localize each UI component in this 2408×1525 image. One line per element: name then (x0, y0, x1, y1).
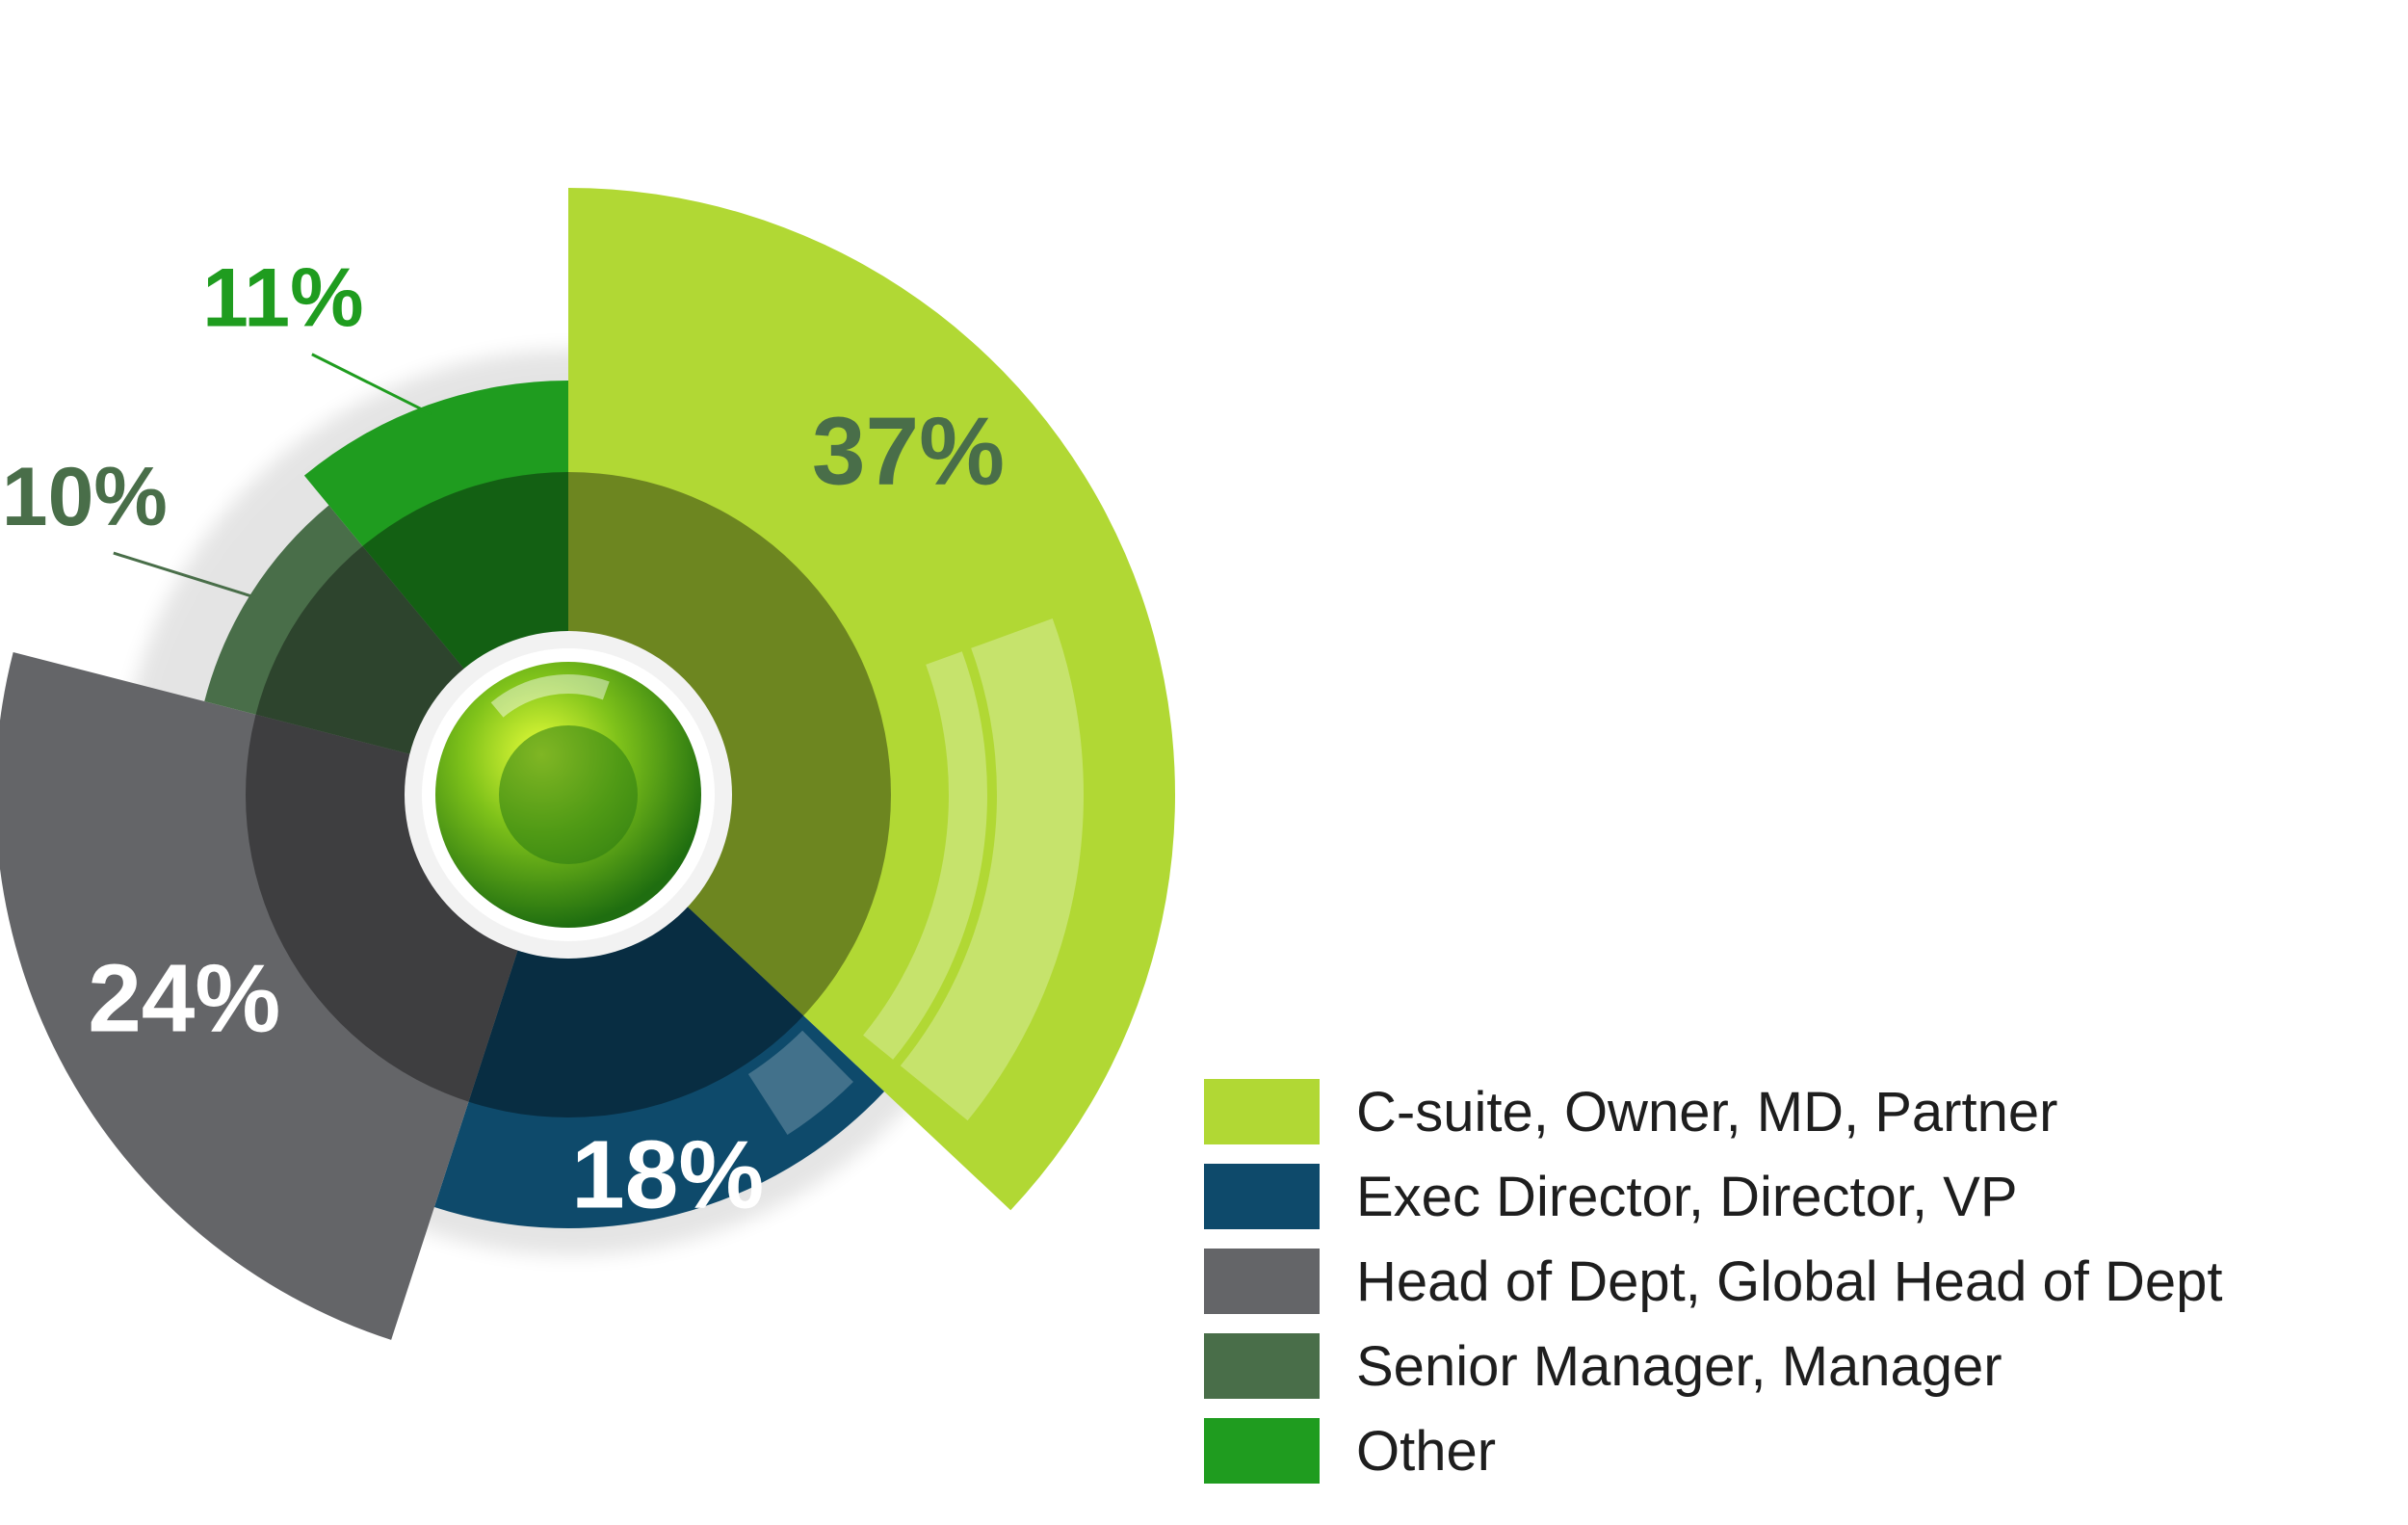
label-other: 11% (202, 251, 363, 344)
decorative-arc (863, 651, 987, 1060)
label-exec-director: 18% (571, 1120, 764, 1228)
label-head-of-dept: 24% (88, 945, 280, 1053)
legend-label: C-suite, Owner, MD, Partner (1356, 1080, 2058, 1144)
legend: C-suite, Owner, MD, Partner Exec Directo… (1204, 1069, 2398, 1493)
legend-label: Exec Director, Director, VP (1356, 1165, 2018, 1228)
legend-swatch (1204, 1418, 1320, 1484)
label-c-suite: 37% (812, 398, 1005, 506)
hub-highlight (490, 674, 610, 718)
legend-label: Senior Manager, Manager (1356, 1334, 2002, 1398)
radial-pie-chart: 37% 18% 24% 10% 11% (0, 188, 1175, 1340)
legend-item-head-of-dept: Head of Dept, Global Head of Dept (1204, 1239, 2398, 1324)
legend-swatch (1204, 1079, 1320, 1144)
legend-item-senior-manager: Senior Manager, Manager (1204, 1324, 2398, 1408)
legend-item-exec-director: Exec Director, Director, VP (1204, 1154, 2398, 1239)
legend-swatch (1204, 1333, 1320, 1399)
legend-label: Head of Dept, Global Head of Dept (1356, 1249, 2223, 1313)
legend-swatch (1204, 1164, 1320, 1229)
slice-c-suite (568, 188, 1175, 1211)
decorative-arc (900, 618, 1084, 1121)
legend-item-other: Other (1204, 1408, 2398, 1493)
label-senior-manager: 10% (2, 451, 168, 543)
leader-line (311, 353, 432, 416)
legend-label: Other (1356, 1419, 1497, 1483)
legend-item-c-suite: C-suite, Owner, MD, Partner (1204, 1069, 2398, 1154)
decorative-arc (747, 1030, 853, 1136)
hub-core (499, 725, 638, 864)
legend-swatch (1204, 1249, 1320, 1314)
leader-line (113, 551, 260, 600)
